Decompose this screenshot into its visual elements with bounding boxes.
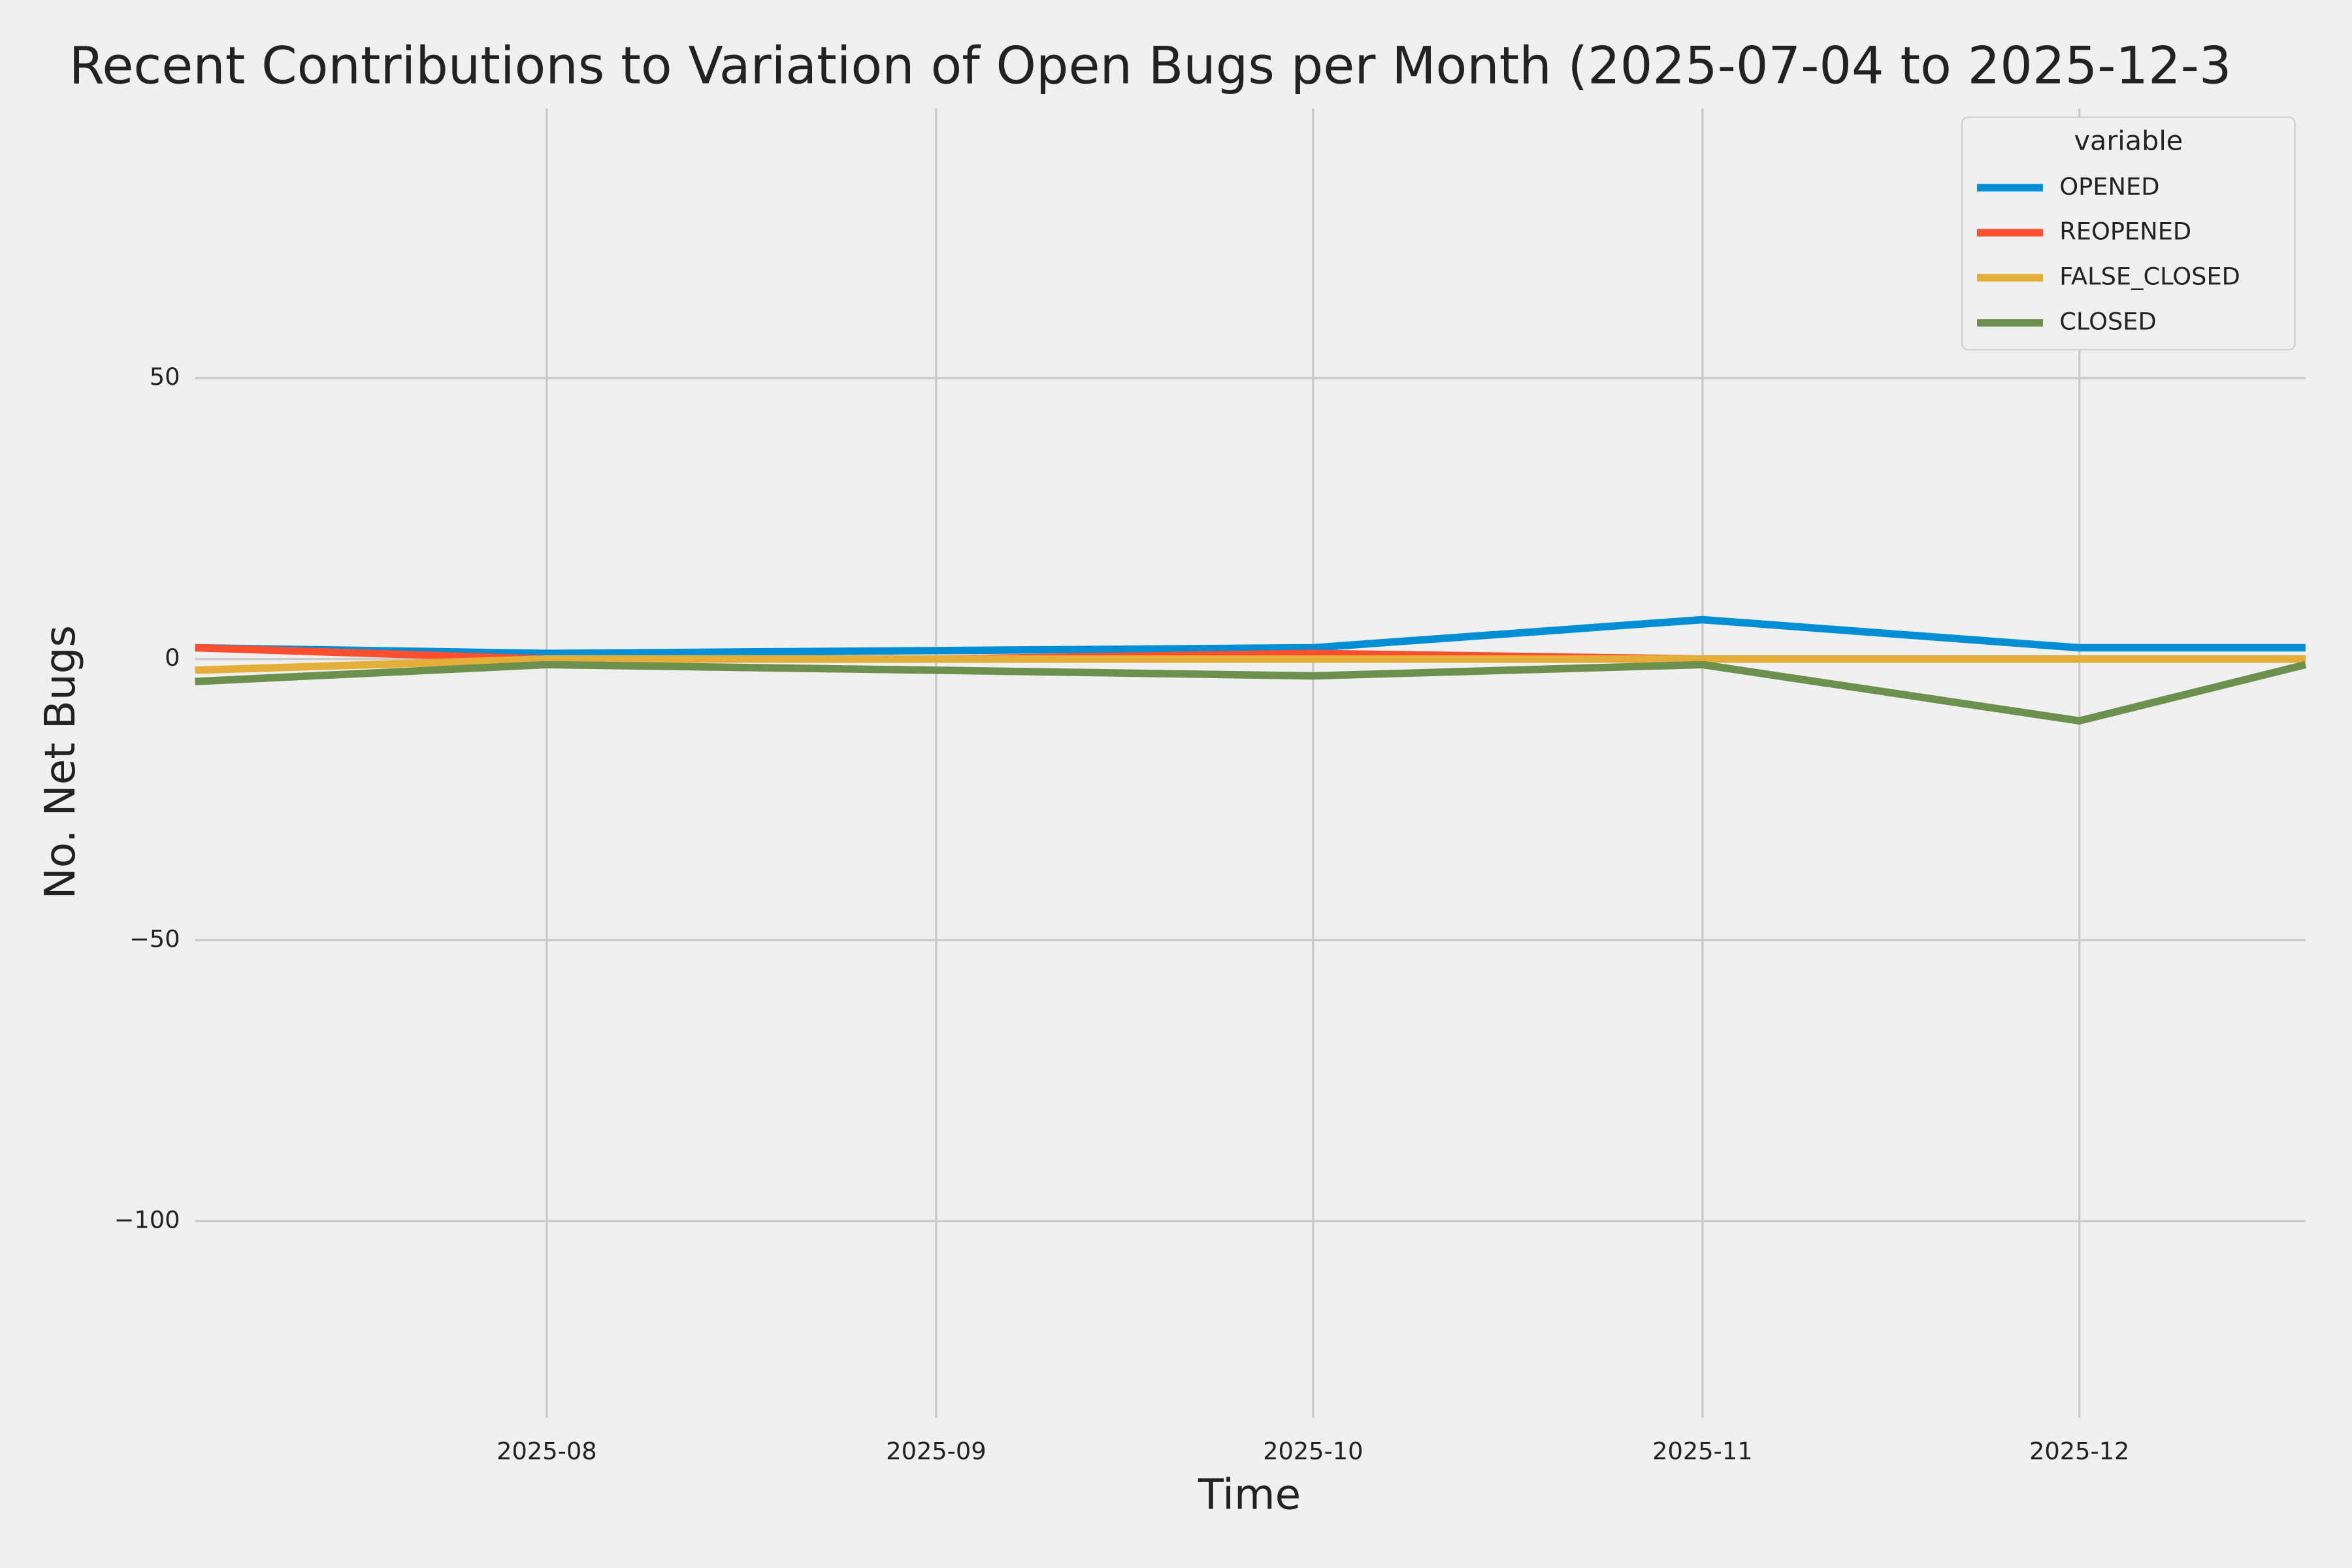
legend-label: REOPENED — [2059, 218, 2191, 246]
x-axis-label: Time — [1198, 1470, 1301, 1519]
legend-title: variable — [2074, 125, 2183, 156]
series-line — [195, 661, 2307, 725]
legend: variable OPENED REOPENED FALSE_CLOSED CLOSED — [1961, 116, 2296, 351]
legend-box — [1961, 116, 2296, 351]
series-line — [195, 615, 2306, 657]
x-tick-label: 2025-09 — [886, 1437, 986, 1465]
y-tick-label: 50 — [150, 363, 180, 391]
legend-label: FALSE_CLOSED — [2059, 263, 2240, 291]
x-tick-label: 2025-12 — [2029, 1437, 2129, 1465]
chart-title: Recent Contributions to Variation of Ope… — [69, 37, 2232, 95]
legend-label: OPENED — [2059, 172, 2159, 201]
y-axis-label: No. Net Bugs — [36, 625, 85, 899]
x-tick-label: 2025-11 — [1652, 1437, 1752, 1465]
y-tick-label: −100 — [114, 1205, 180, 1233]
x-tick-label: 2025-08 — [497, 1437, 596, 1465]
x-tick-label: 2025-10 — [1263, 1437, 1363, 1465]
y-tick-label: −50 — [129, 924, 180, 953]
legend-label: CLOSED — [2059, 308, 2156, 336]
y-tick-label: 0 — [165, 644, 180, 672]
series-line — [195, 655, 2306, 674]
